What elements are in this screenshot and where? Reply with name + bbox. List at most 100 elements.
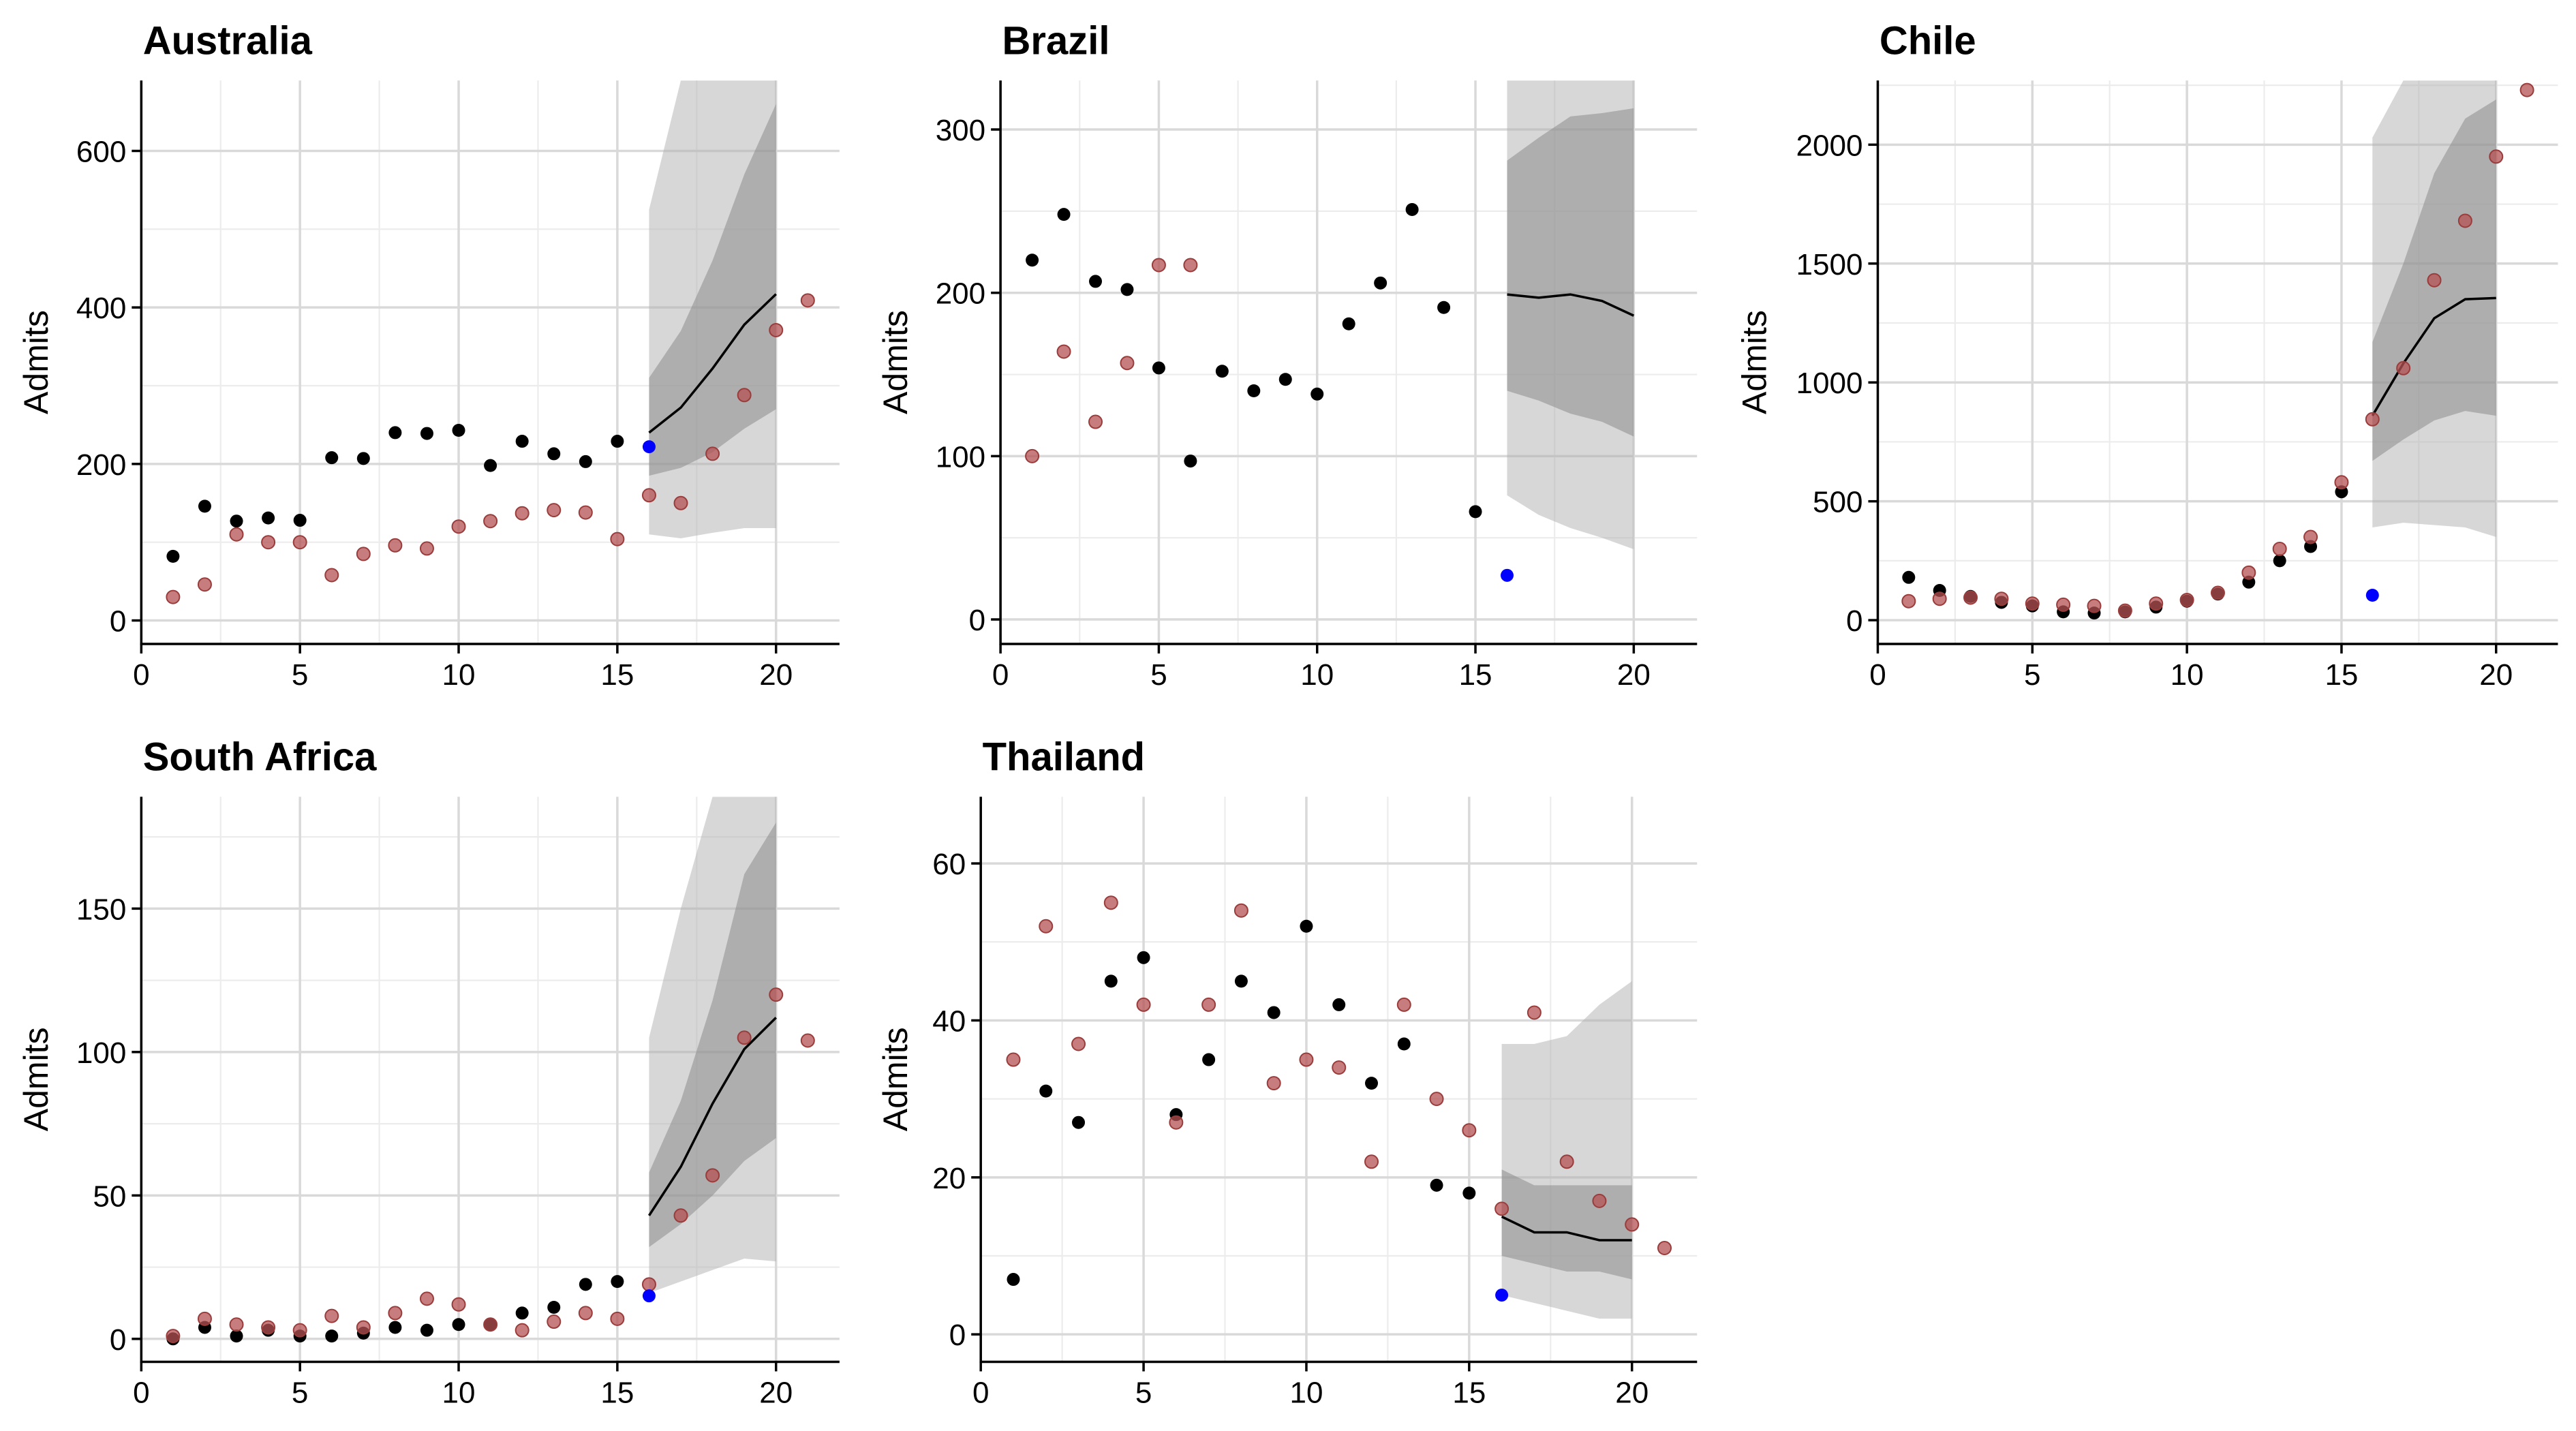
x-tick-label: 0: [992, 658, 1009, 692]
observed-point: [420, 1323, 433, 1337]
comparison-point: [2025, 596, 2040, 611]
comparison-point: [705, 1168, 720, 1183]
y-tick-label: 500: [1813, 486, 1862, 519]
comparison-point: [1120, 356, 1135, 371]
forecast-median-line: [1501, 1215, 1632, 1242]
y-tick-label: 50: [93, 1180, 126, 1213]
y-tick-label: 0: [1846, 604, 1862, 638]
x-tick-label: 15: [600, 658, 634, 692]
comparison-point: [1559, 1154, 1574, 1169]
comparison-point: [388, 1306, 403, 1321]
observed-point: [1104, 974, 1118, 988]
comparison-point: [1006, 1052, 1021, 1067]
x-tick-label: 10: [1289, 1376, 1323, 1409]
panel-title: Thailand: [983, 735, 1145, 780]
comparison-point: [1071, 1036, 1086, 1051]
observed-point: [262, 511, 275, 525]
comparison-point: [737, 1030, 752, 1045]
comparison-point: [1088, 414, 1103, 429]
forecast-median-line: [648, 293, 777, 434]
comparison-point: [578, 1306, 593, 1321]
current-point: [1495, 1289, 1509, 1302]
x-tick-label: 5: [1135, 1376, 1152, 1409]
comparison-point: [2427, 273, 2442, 288]
forecast-median-line: [2371, 296, 2496, 416]
comparison-point: [1039, 919, 1054, 934]
observed-point: [1202, 1053, 1216, 1066]
y-tick-label: 400: [76, 292, 126, 325]
forecast-band-inner: [1507, 108, 1634, 437]
y-tick-label: 2000: [1796, 129, 1863, 162]
comparison-point: [1494, 1201, 1509, 1216]
x-tick-label: 20: [1615, 1376, 1649, 1409]
observed-point: [1184, 455, 1197, 468]
observed-point: [579, 455, 592, 468]
y-tick-label: 0: [949, 1319, 966, 1352]
observed-point: [547, 447, 561, 461]
observed-point: [1430, 1178, 1443, 1192]
comparison-point: [547, 503, 562, 518]
comparison-point: [2489, 149, 2504, 164]
comparison-point: [515, 506, 530, 521]
comparison-point: [261, 1320, 276, 1335]
comparison-point: [1994, 591, 2009, 606]
observed-point: [1057, 208, 1071, 221]
observed-point: [1342, 317, 1355, 330]
observed-point: [1397, 1037, 1411, 1051]
observed-point: [452, 423, 465, 437]
x-tick-label: 10: [442, 1376, 476, 1409]
comparison-point: [483, 1317, 498, 1332]
observed-point: [1310, 387, 1324, 401]
comparison-point: [2457, 213, 2472, 228]
x-tick-label: 20: [759, 1376, 793, 1409]
y-axis-title: Admits: [1736, 310, 1774, 414]
comparison-point: [1527, 1005, 1542, 1020]
comparison-point: [641, 488, 656, 503]
comparison-point: [1932, 591, 1947, 606]
panel-title: South Africa: [143, 735, 377, 780]
observed-point: [230, 1329, 243, 1343]
x-tick-label: 20: [759, 658, 793, 692]
observed-point: [1267, 1006, 1281, 1019]
observed-point: [579, 1278, 592, 1291]
panel-title: Australia: [143, 19, 313, 63]
y-tick-label: 600: [76, 135, 126, 168]
y-axis-title: Admits: [876, 310, 915, 414]
observed-point: [1332, 998, 1346, 1011]
current-point: [642, 1289, 656, 1303]
observed-point: [515, 1306, 529, 1320]
comparison-point: [166, 589, 181, 604]
x-tick-label: 20: [2479, 658, 2513, 692]
comparison-point: [2210, 585, 2225, 600]
comparison-point: [1025, 448, 1040, 463]
comparison-point: [2087, 598, 2102, 613]
comparison-point: [1462, 1123, 1477, 1138]
comparison-point: [578, 505, 593, 520]
comparison-point: [2334, 475, 2349, 490]
x-tick-label: 15: [2325, 658, 2358, 692]
x-tick-label: 0: [1869, 658, 1886, 692]
comparison-point: [419, 1291, 434, 1306]
observed-point: [166, 549, 180, 563]
comparison-point: [673, 1208, 688, 1223]
observed-point: [515, 435, 529, 448]
comparison-point: [2303, 529, 2318, 544]
x-tick-label: 5: [1150, 658, 1167, 692]
observed-point: [547, 1301, 561, 1314]
comparison-point: [2396, 360, 2411, 375]
comparison-point: [610, 532, 625, 547]
comparison-point: [1169, 1115, 1184, 1130]
y-tick-label: 20: [932, 1162, 966, 1195]
y-tick-label: 0: [969, 604, 985, 637]
comparison-point: [2179, 592, 2194, 607]
forecast-median-line: [647, 1017, 777, 1216]
comparison-point: [2056, 597, 2071, 612]
observed-point: [484, 459, 497, 472]
observed-point: [388, 426, 402, 440]
observed-point: [611, 1275, 624, 1289]
current-point: [2365, 588, 2379, 602]
observed-point: [1072, 1115, 1086, 1129]
comparison-point: [800, 1033, 815, 1048]
observed-point: [356, 452, 370, 465]
